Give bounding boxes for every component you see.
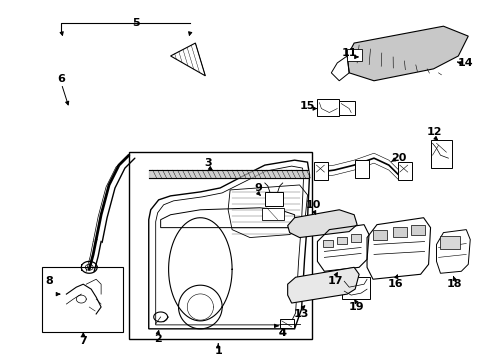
Polygon shape [287,210,356,238]
Text: 17: 17 [327,276,343,286]
Text: 4: 4 [278,328,286,338]
Bar [262,208,283,220]
Text: 6: 6 [58,74,65,84]
Bar [429,140,451,168]
Text: 11: 11 [341,48,356,58]
Text: 18: 18 [446,279,461,289]
Text: 1: 1 [214,346,222,356]
Bar [337,237,346,244]
Text: 15: 15 [299,100,315,111]
Bar [410,225,424,235]
Text: 8: 8 [45,276,53,286]
Bar [342,277,369,299]
Bar [392,227,406,237]
Bar [350,234,360,242]
Text: 9: 9 [253,183,261,193]
Text: 5: 5 [132,18,140,28]
Polygon shape [287,267,358,303]
Text: 3: 3 [204,158,212,168]
Text: 20: 20 [390,153,406,163]
Bar [129,152,312,339]
Bar [264,192,282,206]
Polygon shape [346,26,468,81]
Bar [317,99,339,117]
Text: 13: 13 [293,309,308,319]
Bar [339,100,354,114]
Bar [41,267,122,332]
Text: 7: 7 [79,336,87,346]
Text: 12: 12 [426,127,441,138]
Text: 10: 10 [305,200,321,210]
Bar [323,239,333,247]
Text: 14: 14 [457,58,472,68]
Text: 2: 2 [154,334,161,344]
Bar [279,319,293,328]
Bar [346,49,361,61]
Text: 19: 19 [347,302,363,312]
Bar [372,230,386,239]
Bar [314,162,327,180]
Text: 4: 4 [278,328,286,338]
Bar [397,162,411,180]
Text: 16: 16 [387,279,403,289]
Bar [354,160,368,178]
Bar [440,235,459,249]
